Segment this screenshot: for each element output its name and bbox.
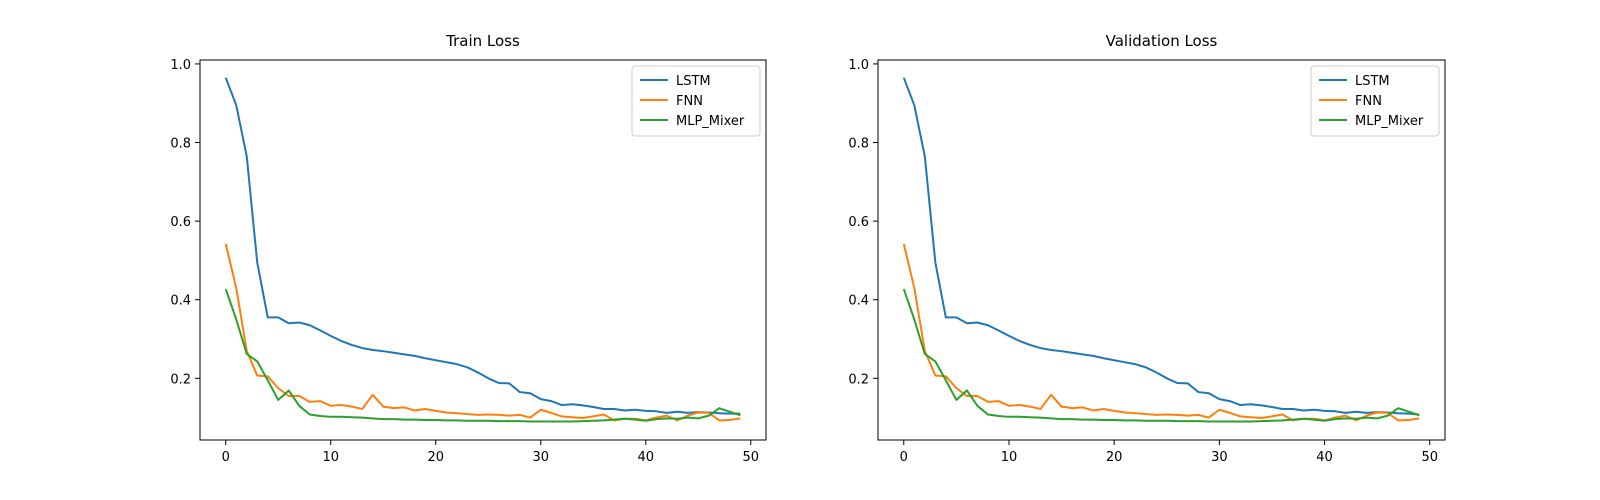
legend: LSTM FNN MLP_Mixer	[1310, 65, 1440, 137]
y-tick-label: 0.8	[848, 137, 869, 152]
x-tick-label: 0	[900, 450, 908, 465]
y-tick-label: 0.6	[170, 215, 191, 230]
x-tick-label: 20	[427, 450, 444, 465]
series-line-lstm	[224, 77, 741, 415]
legend-label: LSTM	[1355, 74, 1390, 89]
y-tick-label: 0.4	[170, 294, 191, 309]
y-tick-label: 0.2	[848, 372, 869, 387]
legend-label: LSTM	[676, 74, 711, 89]
series-line-fnn	[224, 243, 741, 422]
x-tick-label: 30	[532, 450, 549, 465]
x-tick-label: 10	[1001, 450, 1018, 465]
x-tick-label: 20	[1106, 450, 1123, 465]
y-tick-label: 1.0	[170, 58, 191, 73]
legend-label: MLP_Mixer	[676, 114, 745, 129]
y-tick-label: 0.4	[848, 294, 869, 309]
y-tick-label: 0.8	[170, 137, 191, 152]
series-line-mlp-mixer	[224, 288, 741, 423]
legend-label: MLP_Mixer	[1355, 114, 1424, 129]
legend: LSTM FNN MLP_Mixer	[631, 65, 761, 137]
axes-frame	[199, 59, 767, 441]
series-line-lstm	[902, 77, 1420, 416]
y-tick-label: 1.0	[848, 58, 869, 73]
x-tick-label: 50	[1421, 450, 1438, 465]
legend-box	[631, 65, 761, 137]
legend-label: FNN	[1355, 94, 1382, 109]
legend-box	[1310, 65, 1440, 137]
x-tick-label: 30	[1211, 450, 1228, 465]
chart-title: Train Loss	[445, 32, 520, 50]
series-line-fnn	[902, 243, 1420, 422]
y-tick-label: 0.6	[848, 215, 869, 230]
x-tick-label: 0	[222, 450, 230, 465]
chart-panel-1: Train Loss 0 10 20 30 40 50 0.2 0.4 0.6 0.8 1.0 LSTM…	[170, 32, 767, 465]
chart-title: Validation Loss	[1106, 32, 1218, 50]
chart-panel-2: Validation Loss 0 10 20 30 40 50 0.2 0.4 0.6 0.8 1.…	[848, 32, 1446, 465]
x-tick-label: 40	[1316, 450, 1333, 465]
legend-label: FNN	[676, 94, 703, 109]
x-tick-label: 10	[322, 450, 339, 465]
y-tick-label: 0.2	[170, 372, 191, 387]
axes-frame	[877, 59, 1446, 441]
series-line-mlp-mixer	[902, 288, 1420, 423]
x-tick-label: 40	[637, 450, 654, 465]
x-tick-label: 50	[743, 450, 760, 465]
